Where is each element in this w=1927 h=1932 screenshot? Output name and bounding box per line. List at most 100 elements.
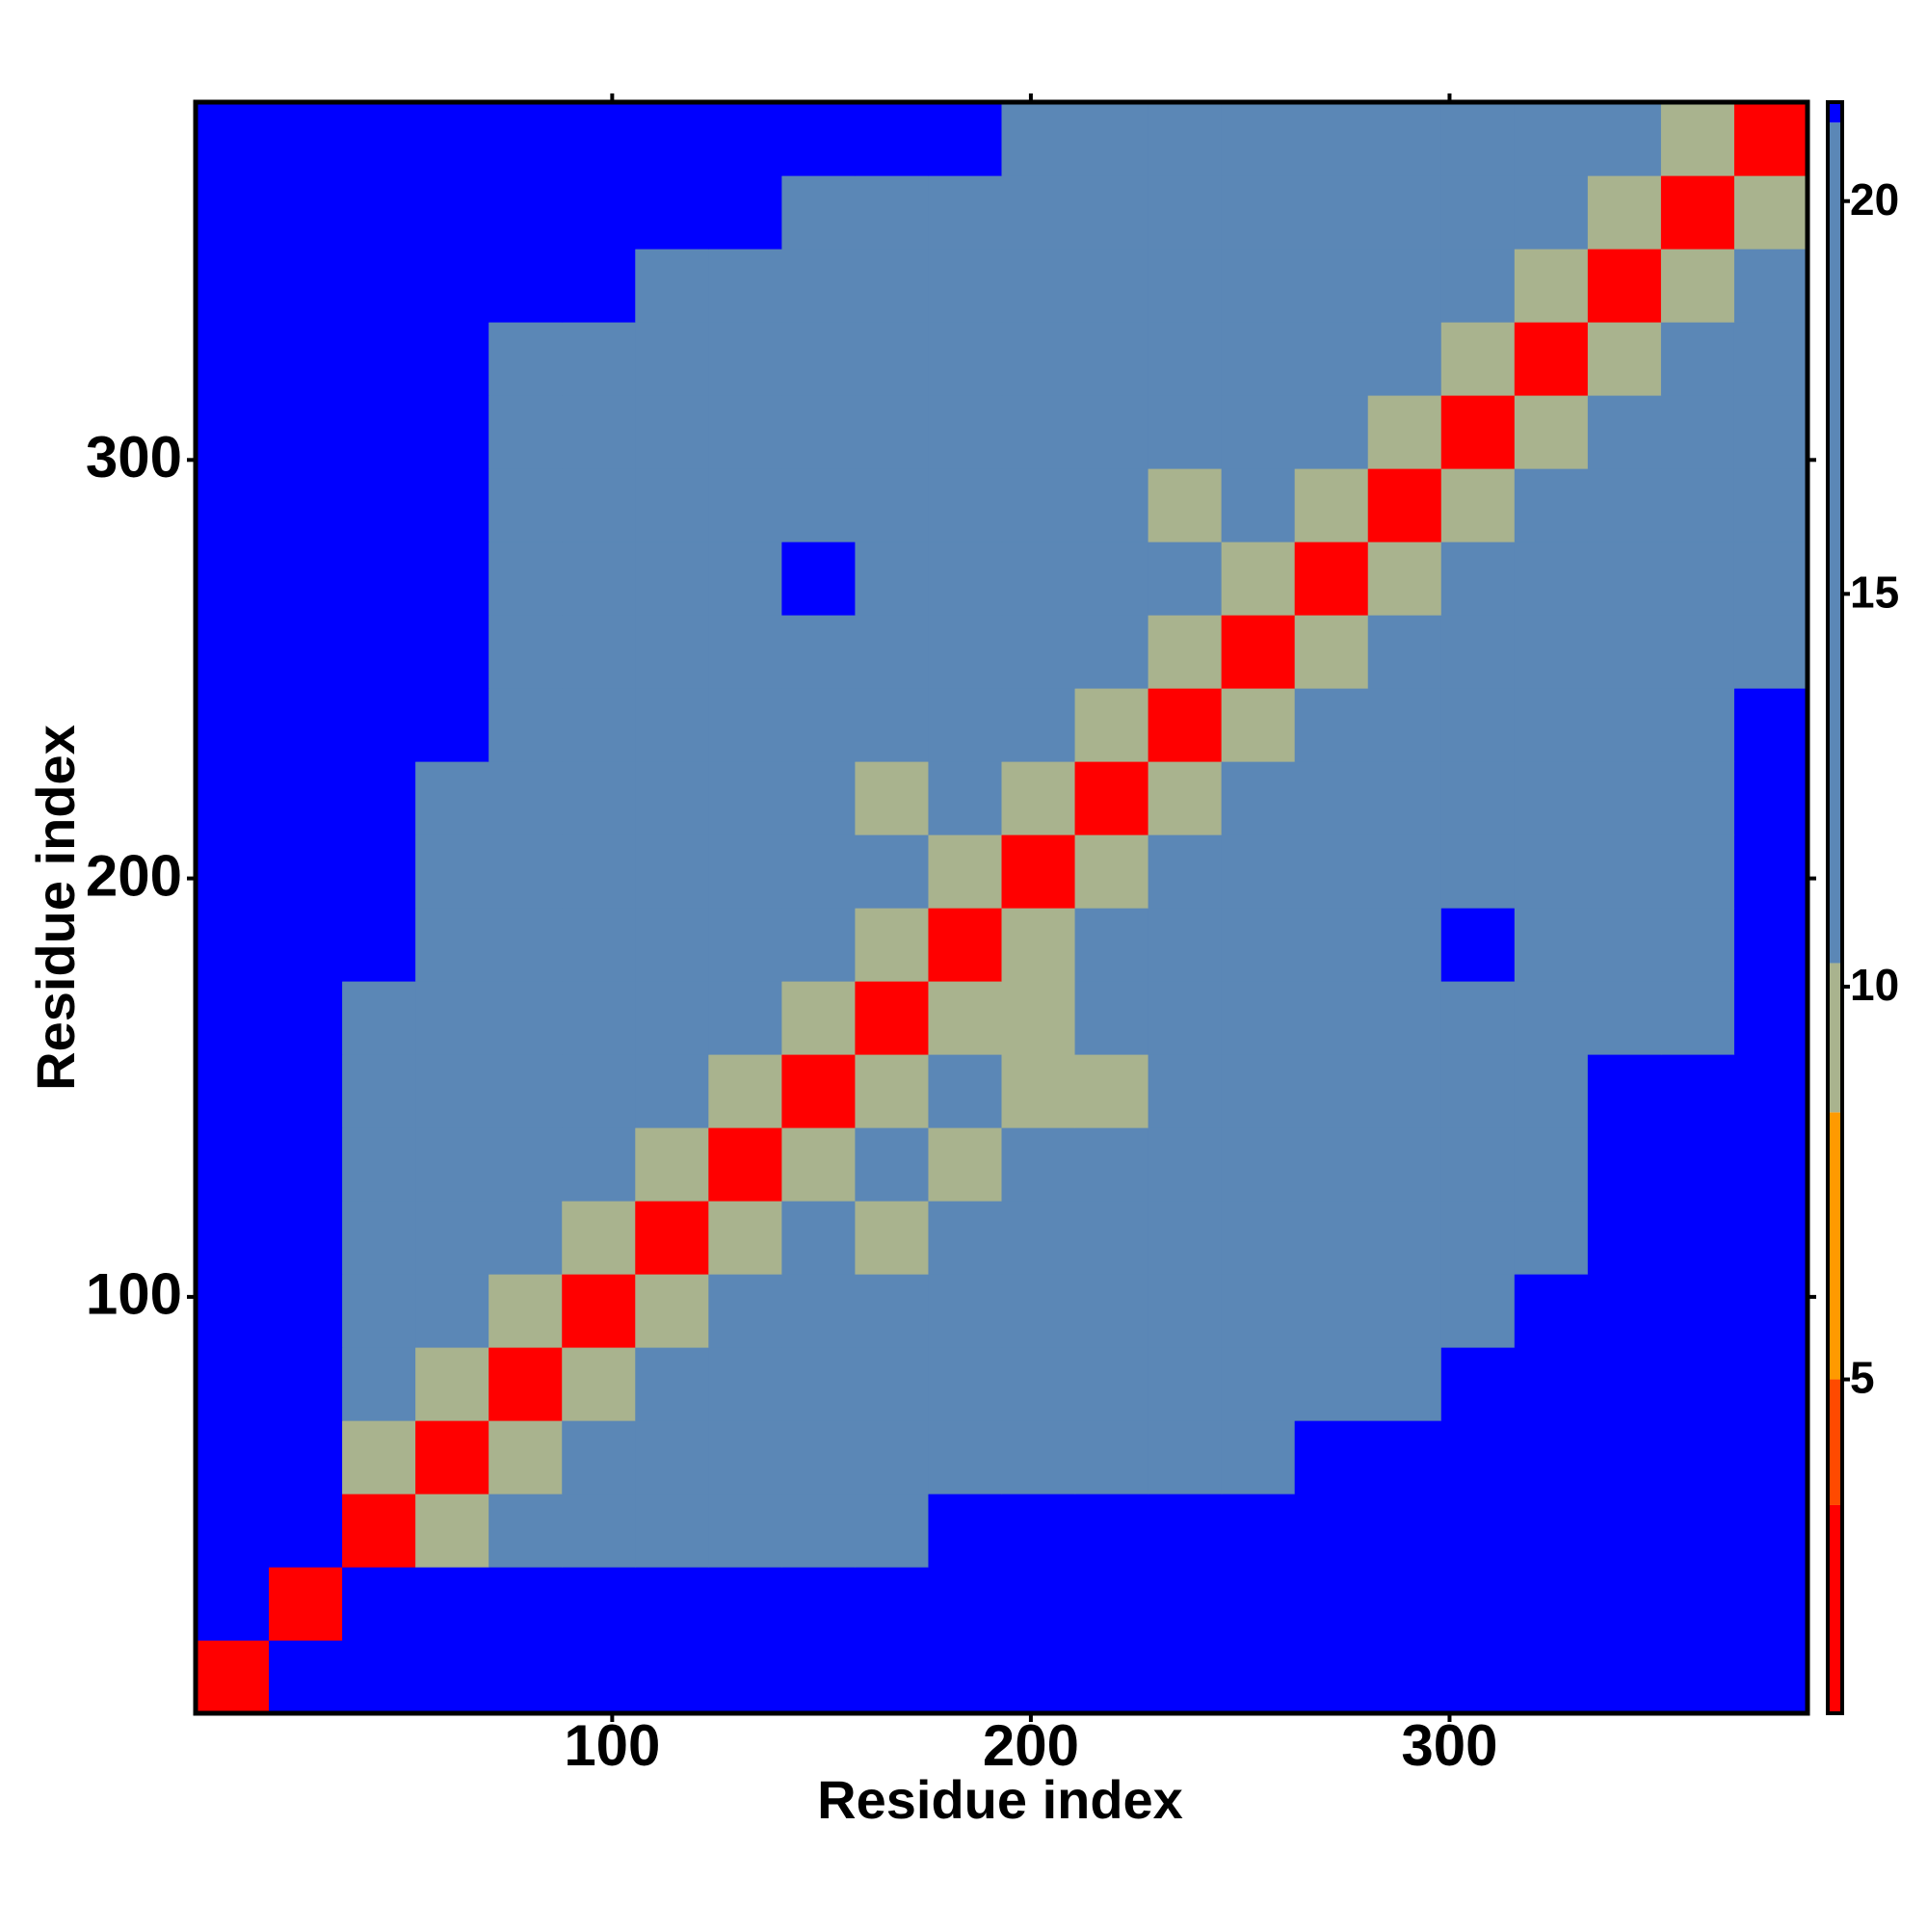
heatmap-cell bbox=[708, 1567, 782, 1641]
heatmap-cell bbox=[1440, 322, 1516, 396]
heatmap-cell bbox=[1367, 1420, 1442, 1495]
heatmap-cell bbox=[855, 468, 930, 543]
heatmap-cell bbox=[1660, 395, 1735, 469]
heatmap-cell bbox=[196, 542, 270, 616]
heatmap-cell bbox=[708, 908, 782, 982]
heatmap-cell bbox=[708, 322, 782, 396]
heatmap-cell bbox=[1074, 1347, 1149, 1421]
heatmap-cell bbox=[1367, 1494, 1442, 1568]
heatmap-cell bbox=[1587, 1640, 1662, 1714]
heatmap-cell bbox=[415, 102, 489, 176]
y-tick-label: 300 bbox=[86, 425, 182, 490]
heatmap-cell bbox=[708, 615, 782, 689]
heatmap-cell bbox=[1001, 542, 1076, 616]
heatmap-cell bbox=[1660, 1127, 1735, 1202]
heatmap-cell bbox=[1294, 761, 1369, 835]
heatmap-cell bbox=[1587, 1347, 1662, 1421]
heatmap-cell bbox=[1587, 395, 1662, 469]
heatmap-cell bbox=[1733, 102, 1808, 176]
heatmap-cell bbox=[1440, 1567, 1516, 1641]
heatmap-cell bbox=[415, 395, 489, 469]
heatmap-cell bbox=[855, 1567, 930, 1641]
heatmap-cell bbox=[269, 322, 343, 396]
heatmap-cell bbox=[269, 468, 343, 543]
heatmap-cell bbox=[562, 1201, 636, 1275]
heatmap-cell bbox=[269, 175, 343, 250]
heatmap-cell bbox=[1074, 468, 1149, 543]
heatmap-cell bbox=[1440, 249, 1516, 323]
heatmap-cell bbox=[1001, 981, 1076, 1055]
heatmap-cell bbox=[1587, 981, 1662, 1055]
heatmap-cell bbox=[928, 981, 1003, 1055]
heatmap-cell bbox=[562, 542, 636, 616]
heatmap-cell bbox=[196, 1420, 270, 1495]
heatmap-cell bbox=[1001, 908, 1076, 982]
heatmap-cell bbox=[1733, 1127, 1808, 1202]
heatmap-cell bbox=[1001, 1054, 1076, 1128]
heatmap-cell bbox=[342, 468, 416, 543]
heatmap-cell bbox=[708, 688, 782, 762]
heatmap-cell bbox=[1148, 322, 1223, 396]
heatmap-cell bbox=[415, 834, 489, 909]
heatmap-cell bbox=[1514, 761, 1589, 835]
heatmap-cell bbox=[1221, 688, 1296, 762]
heatmap-cell bbox=[1148, 102, 1223, 176]
x-axis-label: Residue index bbox=[817, 1769, 1183, 1830]
heatmap-cell bbox=[1294, 1201, 1369, 1275]
heatmap-cell bbox=[562, 102, 636, 176]
heatmap-cell bbox=[635, 1201, 709, 1275]
heatmap-cell bbox=[1294, 395, 1369, 469]
heatmap-cell bbox=[562, 834, 636, 909]
heatmap-cell bbox=[1514, 981, 1589, 1055]
heatmap-cell bbox=[1074, 102, 1149, 176]
heatmap-cell bbox=[196, 1347, 270, 1421]
heatmap-cell bbox=[269, 1494, 343, 1568]
heatmap-cell bbox=[1587, 834, 1662, 909]
heatmap-cell bbox=[415, 1274, 489, 1348]
heatmap-cell bbox=[1660, 542, 1735, 616]
heatmap-cell bbox=[196, 1054, 270, 1128]
heatmap-cell bbox=[562, 1640, 636, 1714]
colorbar-segment bbox=[1828, 122, 1842, 964]
y-axis-label: Residue index bbox=[25, 725, 86, 1091]
heatmap-cell bbox=[635, 1274, 709, 1348]
heatmap-cell bbox=[855, 1494, 930, 1568]
heatmap-cell bbox=[1074, 1054, 1149, 1128]
heatmap-cell bbox=[342, 1494, 416, 1568]
heatmap-cell bbox=[1001, 1127, 1076, 1202]
heatmap-cell bbox=[635, 761, 709, 835]
heatmap-cell bbox=[1074, 1494, 1149, 1568]
heatmap-cell bbox=[1074, 688, 1149, 762]
heatmap-cell bbox=[1514, 615, 1589, 689]
heatmap-cell bbox=[269, 102, 343, 176]
heatmap-cell bbox=[928, 1201, 1003, 1275]
heatmap-cell bbox=[1587, 1054, 1662, 1128]
heatmap-cell bbox=[1148, 1054, 1223, 1128]
heatmap-cell bbox=[855, 102, 930, 176]
heatmap-cell bbox=[708, 1347, 782, 1421]
heatmap-cell bbox=[415, 1054, 489, 1128]
heatmap-cell bbox=[562, 1054, 636, 1128]
heatmap-cell bbox=[269, 761, 343, 835]
heatmap-cell bbox=[1514, 249, 1589, 323]
heatmap-cell bbox=[1514, 1347, 1589, 1421]
heatmap-cell bbox=[1440, 1420, 1516, 1495]
heatmap-cell bbox=[342, 1054, 416, 1128]
heatmap-cell bbox=[855, 1127, 930, 1202]
heatmap-cell bbox=[196, 175, 270, 250]
heatmap-cell bbox=[1733, 1054, 1808, 1128]
heatmap-cell bbox=[562, 175, 636, 250]
heatmap-cell bbox=[269, 542, 343, 616]
heatmap-cell bbox=[415, 688, 489, 762]
heatmap-cell bbox=[635, 688, 709, 762]
heatmap-cell bbox=[1440, 102, 1516, 176]
heatmap-cell bbox=[1148, 981, 1223, 1055]
heatmap-cell bbox=[1514, 908, 1589, 982]
heatmap-cell bbox=[1660, 1054, 1735, 1128]
heatmap-cell bbox=[1660, 102, 1735, 176]
heatmap-cell bbox=[488, 615, 563, 689]
heatmap-cell bbox=[1587, 175, 1662, 250]
heatmap-cell bbox=[1221, 1640, 1296, 1714]
heatmap-cell bbox=[1587, 1201, 1662, 1275]
heatmap-cell bbox=[855, 1347, 930, 1421]
